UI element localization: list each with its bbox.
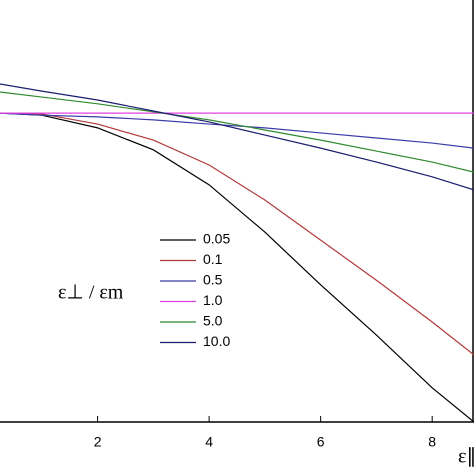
legend-label: 0.5: [203, 272, 223, 288]
x-tick-label: 2: [94, 434, 102, 450]
x-tick-label: 6: [317, 434, 325, 450]
series-line: [0, 112, 474, 149]
legend-label: 1.0: [203, 292, 223, 308]
x-tick-label: 4: [205, 434, 213, 450]
x-axis-label: ε∥: [458, 446, 474, 468]
legend-label: 5.0: [203, 313, 223, 329]
legend-label: 0.1: [203, 251, 223, 267]
legend-label: 10.0: [203, 333, 230, 349]
x-tick-label: 8: [428, 434, 436, 450]
legend-title: ε⊥ / εm: [58, 282, 124, 304]
series-line: [0, 112, 474, 423]
series-line: [0, 83, 474, 191]
legend-label: 0.05: [203, 231, 230, 247]
series-line: [0, 112, 474, 356]
series-line: [0, 91, 474, 173]
